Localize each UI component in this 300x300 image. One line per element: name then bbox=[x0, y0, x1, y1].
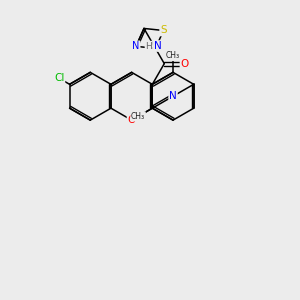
Text: CH₃: CH₃ bbox=[131, 112, 145, 121]
Text: CH₃: CH₃ bbox=[166, 51, 180, 60]
Text: O: O bbox=[128, 115, 136, 125]
Text: N: N bbox=[169, 91, 177, 101]
Text: Cl: Cl bbox=[54, 73, 64, 83]
Text: N: N bbox=[132, 41, 140, 51]
Text: O: O bbox=[181, 58, 189, 69]
Text: H: H bbox=[146, 41, 152, 50]
Text: N: N bbox=[154, 41, 162, 51]
Text: S: S bbox=[160, 26, 167, 35]
